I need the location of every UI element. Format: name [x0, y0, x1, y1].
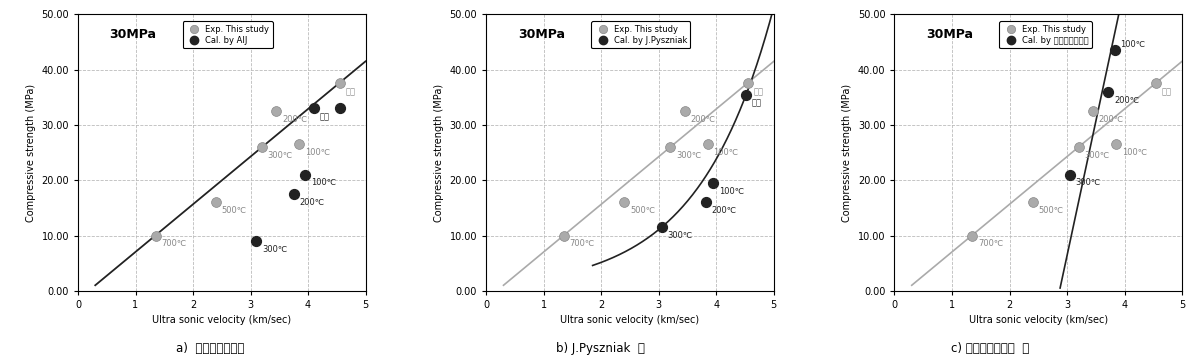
Text: c) 한전기술연구원  식: c) 한전기술연구원 식 [950, 342, 1030, 355]
Point [614, 200, 634, 205]
Point [738, 81, 757, 87]
Text: b) J.Pyszniak  식: b) J.Pyszniak 식 [556, 342, 644, 355]
Text: 200℃: 200℃ [712, 206, 737, 215]
Point [330, 106, 349, 111]
Text: 700℃: 700℃ [161, 239, 187, 248]
Text: 500℃: 500℃ [222, 206, 247, 215]
Legend: Exp. This study, Cal. by 한전기술연구원: Exp. This study, Cal. by 한전기술연구원 [1000, 21, 1092, 48]
Text: 300℃: 300℃ [1085, 151, 1110, 160]
Point [1146, 81, 1165, 87]
Text: 200℃: 200℃ [299, 198, 324, 207]
Point [295, 172, 314, 178]
Text: 200℃: 200℃ [690, 115, 715, 124]
Text: 100℃: 100℃ [1122, 148, 1147, 157]
Text: 200℃: 200℃ [1099, 115, 1123, 124]
Text: 500℃: 500℃ [1038, 206, 1063, 215]
Point [652, 224, 671, 230]
Y-axis label: Compressive strength (MPa): Compressive strength (MPa) [25, 84, 36, 222]
Y-axis label: Compressive strength (MPa): Compressive strength (MPa) [842, 84, 852, 222]
Text: 200℃: 200℃ [282, 115, 307, 124]
Point [266, 108, 286, 114]
Text: 30MPa: 30MPa [926, 28, 973, 41]
Legend: Exp. This study, Cal. by J.Pyszniak: Exp. This study, Cal. by J.Pyszniak [592, 21, 690, 48]
Text: 상온: 상온 [754, 87, 763, 96]
Point [1069, 144, 1088, 150]
Point [289, 141, 308, 147]
X-axis label: Ultra sonic velocity (km/sec): Ultra sonic velocity (km/sec) [968, 315, 1108, 325]
Point [1061, 172, 1080, 178]
Text: 200℃: 200℃ [1114, 95, 1139, 104]
Point [1022, 200, 1042, 205]
Point [696, 200, 715, 205]
Text: 상온: 상온 [319, 112, 330, 121]
Text: 300℃: 300℃ [667, 231, 692, 240]
Text: 300℃: 300℃ [1075, 178, 1100, 187]
Point [1105, 47, 1124, 53]
Point [661, 144, 680, 150]
Point [554, 233, 574, 238]
Point [1106, 141, 1126, 147]
X-axis label: Ultra sonic velocity (km/sec): Ultra sonic velocity (km/sec) [560, 315, 700, 325]
Point [737, 92, 756, 97]
Point [247, 238, 266, 244]
Text: 100℃: 100℃ [311, 178, 336, 187]
Point [1084, 108, 1103, 114]
Text: 700℃: 700℃ [570, 239, 595, 248]
Point [1099, 89, 1118, 95]
Text: a)  일본건축학회식: a) 일본건축학회식 [176, 342, 244, 355]
Text: 100℃: 100℃ [719, 187, 744, 196]
Point [304, 106, 323, 111]
Text: 300℃: 300℃ [676, 151, 701, 160]
Point [676, 108, 695, 114]
Text: 상온: 상온 [1162, 87, 1172, 96]
Point [698, 141, 718, 147]
Text: 300℃: 300℃ [268, 151, 293, 160]
Text: 상온: 상온 [752, 98, 762, 107]
Point [284, 191, 304, 197]
X-axis label: Ultra sonic velocity (km/sec): Ultra sonic velocity (km/sec) [152, 315, 292, 325]
Text: 100℃: 100℃ [1121, 40, 1146, 49]
Text: 30MPa: 30MPa [109, 28, 157, 41]
Text: 100℃: 100℃ [713, 148, 738, 157]
Point [252, 144, 271, 150]
Text: 500℃: 500℃ [630, 206, 655, 215]
Text: 700℃: 700℃ [978, 239, 1003, 248]
Text: 상온: 상온 [346, 87, 355, 96]
Point [703, 180, 722, 186]
Point [206, 200, 226, 205]
Text: 100℃: 100℃ [305, 148, 330, 157]
Point [146, 233, 166, 238]
Legend: Exp. This study, Cal. by AIJ: Exp. This study, Cal. by AIJ [182, 21, 272, 48]
Point [330, 81, 349, 87]
Point [962, 233, 982, 238]
Y-axis label: Compressive strength (MPa): Compressive strength (MPa) [434, 84, 444, 222]
Text: 300℃: 300℃ [262, 245, 287, 254]
Text: 30MPa: 30MPa [518, 28, 565, 41]
